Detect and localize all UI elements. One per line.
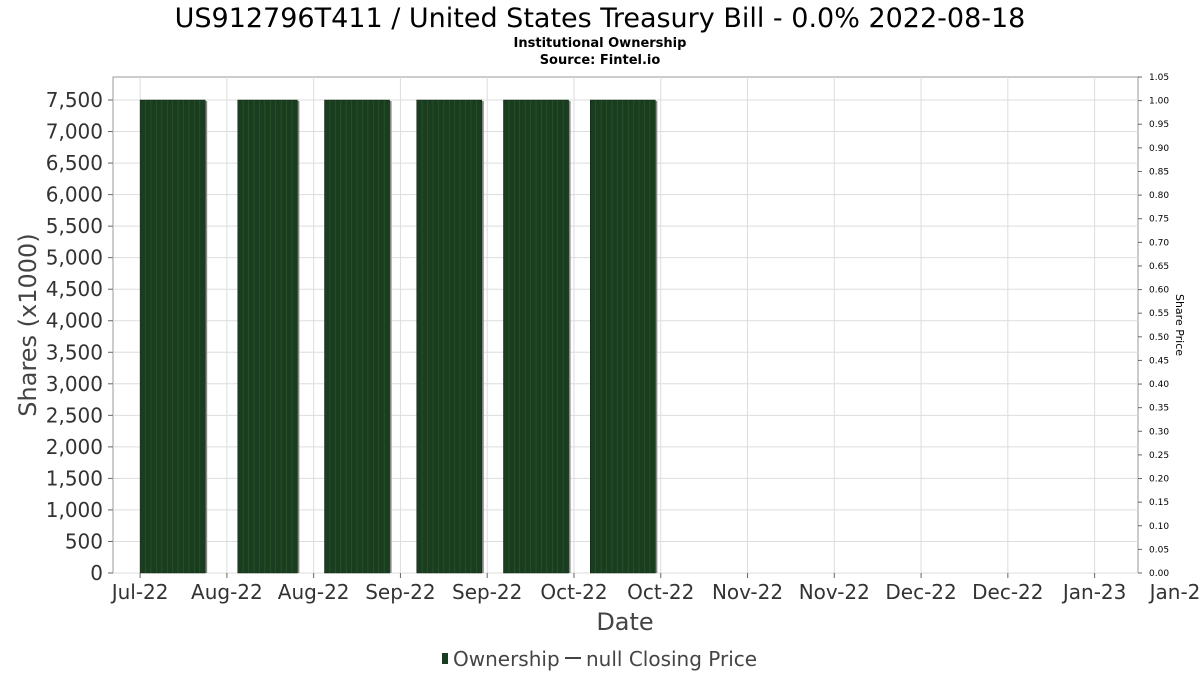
y-axis-right-title: Share Price <box>1173 294 1186 356</box>
y-right-tick-label: 0.45 <box>1149 356 1169 366</box>
ownership-block <box>589 99 658 574</box>
x-axis-title: Date <box>596 608 653 636</box>
y-tick-label: 2,000 <box>46 435 103 459</box>
y-tick-label: 5,500 <box>46 214 103 238</box>
y-right-tick-label: 1.00 <box>1149 97 1169 107</box>
y-right-tick-label: 0.50 <box>1149 333 1169 343</box>
x-tick-label: Nov-22 <box>712 580 783 604</box>
x-tick-label: Jan-23 <box>1148 580 1200 604</box>
y-right-tick-label: 0.20 <box>1149 475 1169 485</box>
y-right-tick-label: 0.60 <box>1149 286 1169 296</box>
y-right-tick-label: 0.55 <box>1149 309 1169 319</box>
legend-ownership-label: Ownership <box>453 647 560 671</box>
ownership-block <box>503 99 571 574</box>
y-tick-label: 3,500 <box>46 340 103 364</box>
x-tick-label: Dec-22 <box>885 580 956 604</box>
y-right-tick-label: 0.65 <box>1149 262 1169 272</box>
x-tick-label: Aug-22 <box>191 580 263 604</box>
x-axis-ticks: Jul-22 Aug-22 Aug-22 Sep-22 Sep-22 Oct-22 Oct-… <box>110 573 1200 604</box>
y-right-tick-label: 0.05 <box>1149 545 1169 555</box>
ownership-block <box>324 99 392 574</box>
x-tick-label: Sep-22 <box>365 580 435 604</box>
y-tick-label: 5,000 <box>46 246 103 270</box>
legend-ownership-swatch <box>442 653 448 664</box>
y-right-tick-label: 0.90 <box>1149 144 1169 154</box>
x-tick-label: Jul-22 <box>110 580 169 604</box>
y-tick-label: 500 <box>65 529 103 553</box>
x-tick-label: Sep-22 <box>452 580 522 604</box>
y-tick-label: 1,000 <box>46 498 103 522</box>
x-tick-label: Dec-22 <box>972 580 1043 604</box>
y-right-tick-label: 0.80 <box>1149 191 1169 201</box>
y-tick-label: 4,000 <box>46 309 103 333</box>
ownership-block <box>237 99 300 574</box>
x-tick-label: Jan-23 <box>1061 580 1127 604</box>
y-right-tick-label: 0.85 <box>1149 167 1169 177</box>
y-right-tick-label: 0.40 <box>1149 380 1169 390</box>
y-axis-title: Shares (x1000) <box>14 233 42 416</box>
y-tick-label: 7,000 <box>46 120 103 144</box>
x-tick-label: Aug-22 <box>278 580 350 604</box>
chart-subtitle: Institutional Ownership <box>514 36 687 51</box>
y-right-tick-label: 0.70 <box>1149 238 1169 248</box>
x-tick-label: Oct-22 <box>627 580 694 604</box>
chart-title: US912796T411 / United States Treasury Bi… <box>175 3 1026 34</box>
legend: Ownership null Closing Price <box>442 647 757 671</box>
y-tick-label: 6,000 <box>46 183 103 207</box>
y-tick-label: 1,500 <box>46 466 103 490</box>
ownership-block <box>139 99 208 574</box>
y-right-tick-label: 0.25 <box>1149 451 1169 461</box>
y-tick-label: 0 <box>90 561 103 585</box>
ownership-bars <box>139 99 658 574</box>
y-tick-label: 2,500 <box>46 403 103 427</box>
x-tick-label: Nov-22 <box>799 580 870 604</box>
legend-price-label: null Closing Price <box>586 647 757 671</box>
chart-source: Source: Fintel.io <box>540 53 661 68</box>
y-right-tick-label: 0.95 <box>1149 120 1169 130</box>
y-tick-label: 6,500 <box>46 151 103 175</box>
y-tick-label: 3,000 <box>46 372 103 396</box>
y-tick-label: 4,500 <box>46 277 103 301</box>
left-axis-ticks: 0 500 1,000 1,500 2,000 2,500 3,000 3,500 4,000 4… <box>46 88 113 585</box>
y-right-tick-label: 0.35 <box>1149 404 1169 414</box>
ownership-block <box>416 99 484 574</box>
y-right-tick-label: 0.75 <box>1149 215 1169 225</box>
right-axis-ticks: 0.00 0.05 0.10 0.15 0.20 0.25 0.30 0.35 0.40 0.45… <box>1138 73 1169 579</box>
y-right-tick-label: 0.00 <box>1149 569 1169 579</box>
y-right-tick-label: 0.10 <box>1149 522 1169 532</box>
y-right-tick-label: 1.05 <box>1149 73 1169 83</box>
ownership-bar <box>237 99 298 574</box>
y-tick-label: 7,500 <box>46 88 103 112</box>
x-tick-label: Oct-22 <box>540 580 607 604</box>
y-right-tick-label: 0.15 <box>1149 498 1169 508</box>
y-right-tick-label: 0.30 <box>1149 427 1169 437</box>
